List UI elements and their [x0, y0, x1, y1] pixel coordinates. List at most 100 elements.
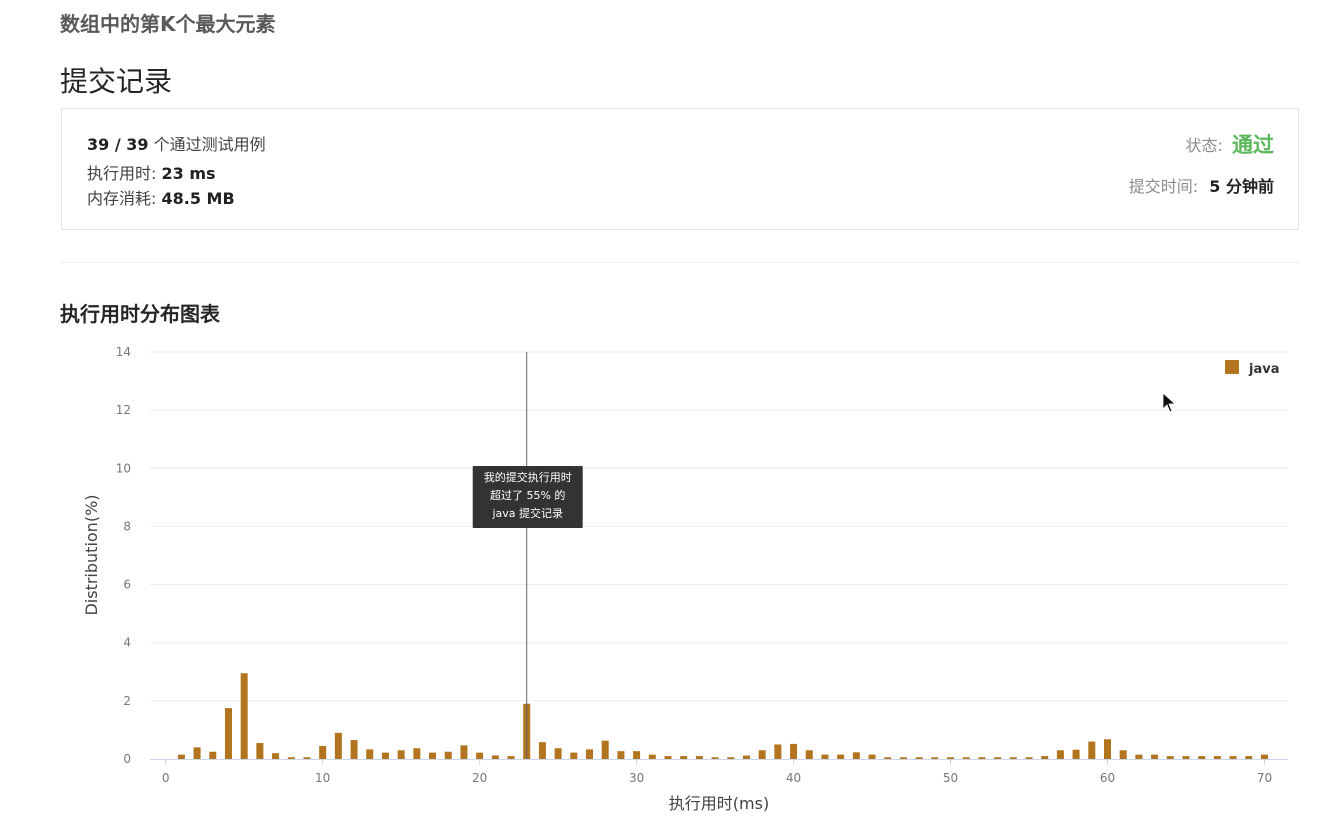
bar: [978, 757, 986, 759]
legend-swatch: [1225, 360, 1239, 374]
bar: [648, 754, 656, 759]
bar: [538, 742, 546, 759]
bar: [177, 754, 185, 759]
bar: [899, 757, 907, 759]
bar: [554, 748, 562, 759]
y-tick-label: 4: [123, 636, 131, 650]
bar: [491, 755, 499, 759]
bar: [633, 751, 641, 759]
bar: [931, 757, 939, 759]
bar: [413, 748, 421, 759]
bar: [570, 752, 578, 759]
bar: [884, 757, 892, 759]
x-tick-label: 60: [1100, 771, 1115, 785]
bar: [334, 732, 342, 759]
bar: [193, 747, 201, 759]
bar: [790, 743, 798, 759]
x-axis-title: 执行用时(ms): [669, 794, 769, 813]
bar: [821, 754, 829, 759]
bar: [758, 750, 766, 759]
bar: [224, 708, 232, 759]
bar: [429, 752, 437, 759]
bar: [476, 752, 484, 759]
runtime-distribution-title: 执行用时分布图表: [60, 302, 220, 326]
bar: [586, 749, 594, 759]
bar: [994, 757, 1002, 759]
runtime-line: 执行用时: 23 ms: [87, 160, 216, 184]
bar: [319, 745, 327, 759]
bar: [868, 754, 876, 759]
status-row: 状态: 通过: [1186, 129, 1275, 159]
submit-time-value: 5 分钟前: [1209, 177, 1274, 196]
page-title: 提交记录: [60, 65, 173, 98]
bar: [962, 757, 970, 759]
bar: [680, 756, 688, 759]
x-tick-label: 40: [786, 771, 801, 785]
x-tick-label: 20: [472, 771, 487, 785]
y-tick-label: 8: [123, 519, 131, 533]
y-tick-label: 6: [123, 578, 131, 592]
bar: [366, 749, 374, 759]
y-tick-label: 14: [116, 345, 131, 359]
y-tick-label: 2: [123, 694, 131, 708]
bar: [1198, 756, 1206, 759]
status-label: 状态:: [1185, 136, 1223, 155]
bar: [664, 756, 672, 759]
bar: [774, 744, 782, 759]
bar: [350, 740, 358, 759]
tooltip: 我的提交执行用时 超过了 55% 的 java 提交记录: [472, 466, 583, 528]
bar: [1088, 741, 1096, 759]
y-tick-label: 10: [116, 461, 131, 475]
bar: [1260, 754, 1268, 759]
bar: [805, 750, 813, 759]
bar: [915, 757, 923, 759]
bar: [1182, 756, 1190, 759]
x-tick-label: 50: [943, 771, 958, 785]
tooltip-box: [472, 466, 583, 528]
submit-time-row: 提交时间: 5 分钟前: [1129, 173, 1274, 197]
passed-tests-line: 39 / 39 个通过测试用例: [87, 131, 266, 155]
grid-lines: [150, 351, 1288, 702]
y-tick-label: 12: [116, 403, 131, 417]
bar: [303, 757, 311, 759]
bar: [1103, 739, 1111, 759]
bar: [1151, 754, 1159, 759]
memory-line: 内存消耗: 48.5 MB: [87, 185, 235, 209]
x-tick-label: 30: [629, 771, 644, 785]
bar: [837, 754, 845, 759]
bar: [617, 751, 625, 759]
bar: [711, 757, 719, 759]
bar: [1119, 750, 1127, 759]
problem-title[interactable]: 数组中的第K个最大元素: [60, 12, 276, 36]
bar: [1213, 756, 1221, 759]
bar: [1009, 757, 1017, 759]
status-badge: 通过: [1232, 133, 1274, 157]
bar: [272, 753, 280, 759]
x-axis-ticks: 0 10 20 30 40 50 60 70: [162, 759, 1272, 785]
tooltip-line-2: 超过了 55% 的: [490, 488, 565, 502]
bar: [1072, 749, 1080, 759]
bar: [256, 743, 264, 759]
bar: [444, 751, 452, 759]
section-divider: [60, 262, 1300, 263]
bar: [240, 673, 248, 759]
x-tick-label: 0: [162, 771, 170, 785]
memory-label: 内存消耗:: [87, 189, 157, 208]
bar: [507, 756, 515, 759]
submit-time-label: 提交时间:: [1128, 177, 1199, 196]
bar: [947, 757, 955, 759]
legend-item-java[interactable]: java: [1225, 360, 1279, 377]
bar: [1229, 756, 1237, 759]
submission-result-card: 39 / 39 个通过测试用例 执行用时: 23 ms 内存消耗: 48.5 M…: [61, 108, 1299, 230]
bar: [852, 752, 860, 759]
bar: [1041, 756, 1049, 759]
x-tick-label: 10: [315, 771, 330, 785]
runtime-value: 23 ms: [161, 164, 216, 183]
bar: [727, 757, 735, 759]
bar: [209, 751, 217, 759]
bar: [397, 750, 405, 759]
tooltip-line-3: java 提交记录: [491, 506, 563, 520]
bar: [601, 740, 609, 759]
runtime-label: 执行用时:: [87, 164, 157, 183]
